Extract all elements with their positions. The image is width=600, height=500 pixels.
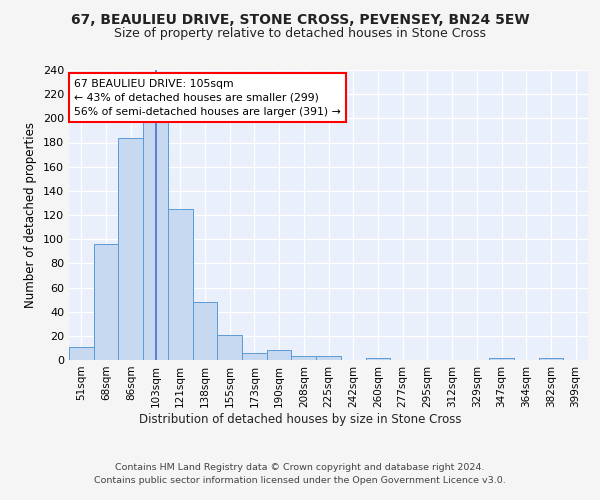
Text: Size of property relative to detached houses in Stone Cross: Size of property relative to detached ho…: [114, 28, 486, 40]
Text: 67 BEAULIEU DRIVE: 105sqm
← 43% of detached houses are smaller (299)
56% of semi: 67 BEAULIEU DRIVE: 105sqm ← 43% of detac…: [74, 78, 341, 116]
Bar: [292, 356, 316, 360]
Y-axis label: Number of detached properties: Number of detached properties: [25, 122, 37, 308]
Bar: [365, 358, 390, 360]
Bar: [489, 358, 514, 360]
Text: 67, BEAULIEU DRIVE, STONE CROSS, PEVENSEY, BN24 5EW: 67, BEAULIEU DRIVE, STONE CROSS, PEVENSE…: [71, 12, 529, 26]
Bar: [143, 118, 168, 360]
Bar: [242, 353, 267, 360]
Bar: [94, 244, 118, 360]
Bar: [69, 346, 94, 360]
Bar: [118, 138, 143, 360]
Bar: [316, 356, 341, 360]
Bar: [217, 334, 242, 360]
Text: Contains public sector information licensed under the Open Government Licence v3: Contains public sector information licen…: [94, 476, 506, 485]
Bar: [168, 209, 193, 360]
Text: Distribution of detached houses by size in Stone Cross: Distribution of detached houses by size …: [139, 412, 461, 426]
Bar: [267, 350, 292, 360]
Bar: [193, 302, 217, 360]
Bar: [539, 358, 563, 360]
Text: Contains HM Land Registry data © Crown copyright and database right 2024.: Contains HM Land Registry data © Crown c…: [115, 462, 485, 471]
